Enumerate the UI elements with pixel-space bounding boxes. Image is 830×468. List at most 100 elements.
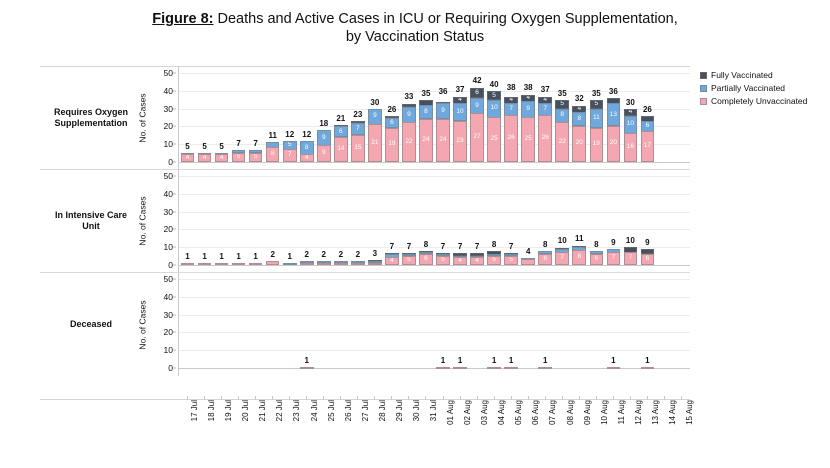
bar-slot[interactable]: 2	[349, 170, 366, 272]
bar-slot[interactable]	[656, 273, 673, 376]
bar-slot[interactable]: 18 9 9	[315, 67, 332, 169]
bar-slot[interactable]: 1	[486, 273, 503, 376]
bar-slot[interactable]: 10 7	[554, 170, 571, 272]
bar-slot[interactable]: 2	[315, 170, 332, 272]
stacked-bar[interactable]: 4 8 20	[572, 105, 587, 162]
bar-slot[interactable]	[588, 273, 605, 376]
stacked-bar[interactable]: 4 7 26	[504, 96, 518, 162]
bar-slot[interactable]: 42 6 9 27	[469, 67, 486, 169]
bar-slot[interactable]: 37 4 10 23	[452, 67, 469, 169]
bar-slot[interactable]	[656, 67, 673, 169]
stacked-bar[interactable]: 6	[419, 250, 433, 265]
stacked-bar[interactable]: 6 14	[334, 124, 348, 162]
bar-slot[interactable]: 35 5 11 19	[588, 67, 605, 169]
bar-slot[interactable]: 1	[452, 273, 469, 376]
stacked-bar[interactable]: 5	[487, 251, 501, 265]
bar-slot[interactable]	[281, 273, 298, 376]
stacked-bar[interactable]: 5 11 19	[589, 100, 604, 162]
stacked-bar[interactable]	[214, 262, 229, 265]
stacked-bar[interactable]: 5	[231, 149, 246, 162]
bar-slot[interactable]: 37 4 7 26	[537, 67, 554, 169]
bar-slot[interactable]: 36 13 20	[605, 67, 622, 169]
bar-slot[interactable]: 26 6 17	[639, 67, 656, 169]
stacked-bar[interactable]: 7 15	[351, 121, 365, 162]
stacked-bar[interactable]	[538, 366, 553, 369]
stacked-bar[interactable]	[180, 262, 195, 265]
stacked-bar[interactable]: 4 9 25	[521, 94, 535, 162]
legend-item[interactable]: Partially Vaccinated	[700, 83, 830, 93]
bar-slot[interactable]: 11 8	[571, 170, 588, 272]
stacked-bar[interactable]	[265, 260, 280, 265]
bar-slot[interactable]	[179, 273, 196, 376]
bar-slot[interactable]: 3	[366, 170, 383, 272]
bar-slot[interactable]	[673, 170, 690, 272]
stacked-bar[interactable]: 4	[214, 152, 229, 162]
bar-slot[interactable]	[622, 273, 639, 376]
bar-slot[interactable]: 2	[298, 170, 315, 272]
bar-slot[interactable]: 1	[281, 170, 298, 272]
stacked-bar[interactable]: 9 22	[402, 103, 416, 162]
bar-slot[interactable]	[520, 273, 537, 376]
stacked-bar[interactable]: 8 24	[419, 100, 433, 162]
stacked-bar[interactable]: 4	[453, 252, 467, 265]
stacked-bar[interactable]	[299, 261, 314, 265]
bar-slot[interactable]	[230, 273, 247, 376]
bar-slot[interactable]	[247, 273, 264, 376]
bar-slot[interactable]: 1	[230, 170, 247, 272]
bar-slot[interactable]: 1	[298, 273, 315, 376]
stacked-bar[interactable]: 4 10 23	[453, 96, 467, 162]
stacked-bar[interactable]: 6 9 27	[470, 87, 484, 162]
bar-slot[interactable]: 11 8	[264, 67, 281, 169]
bar-slot[interactable]: 1	[196, 170, 213, 272]
stacked-bar[interactable]	[299, 366, 314, 369]
stacked-bar[interactable]	[334, 261, 348, 265]
bar-slot[interactable]	[196, 273, 213, 376]
stacked-bar[interactable]	[316, 261, 331, 265]
stacked-bar[interactable]: 5	[436, 252, 450, 265]
bar-slot[interactable]	[315, 273, 332, 376]
stacked-bar[interactable]	[351, 261, 365, 265]
bar-slot[interactable]: 12 8 4	[298, 67, 315, 169]
bar-slot[interactable]: 12 5 7	[281, 67, 298, 169]
stacked-bar[interactable]: 8	[265, 142, 280, 162]
stacked-bar[interactable]: 6	[640, 249, 655, 265]
stacked-bar[interactable]	[197, 262, 212, 265]
stacked-bar[interactable]	[521, 257, 535, 265]
bar-slot[interactable]: 21 6 14	[332, 67, 349, 169]
stacked-bar[interactable]	[504, 366, 518, 369]
bar-slot[interactable]: 26 6 19	[383, 67, 400, 169]
stacked-bar[interactable]: 4	[180, 152, 195, 162]
stacked-bar[interactable]: 4	[385, 252, 399, 265]
bar-slot[interactable]: 32 4 8 20	[571, 67, 588, 169]
stacked-bar[interactable]: 7	[623, 247, 638, 265]
stacked-bar[interactable]: 9 21	[368, 108, 382, 162]
stacked-bar[interactable]: 8	[572, 245, 587, 265]
legend-item[interactable]: Fully Vaccinated	[700, 70, 830, 80]
stacked-bar[interactable]: 7	[606, 249, 621, 265]
bar-slot[interactable]: 1	[503, 273, 520, 376]
stacked-bar[interactable]	[436, 366, 450, 369]
bar-slot[interactable]: 1	[213, 170, 230, 272]
stacked-bar[interactable]: 7	[555, 247, 570, 265]
bar-slot[interactable]: 36 9 24	[435, 67, 452, 169]
bar-slot[interactable]: 2	[264, 170, 281, 272]
bar-slot[interactable]: 35 5 8 22	[554, 67, 571, 169]
stacked-bar[interactable]: 4 10 16	[623, 109, 638, 162]
bar-slot[interactable]: 23 7 15	[349, 67, 366, 169]
bar-slot[interactable]	[400, 273, 417, 376]
